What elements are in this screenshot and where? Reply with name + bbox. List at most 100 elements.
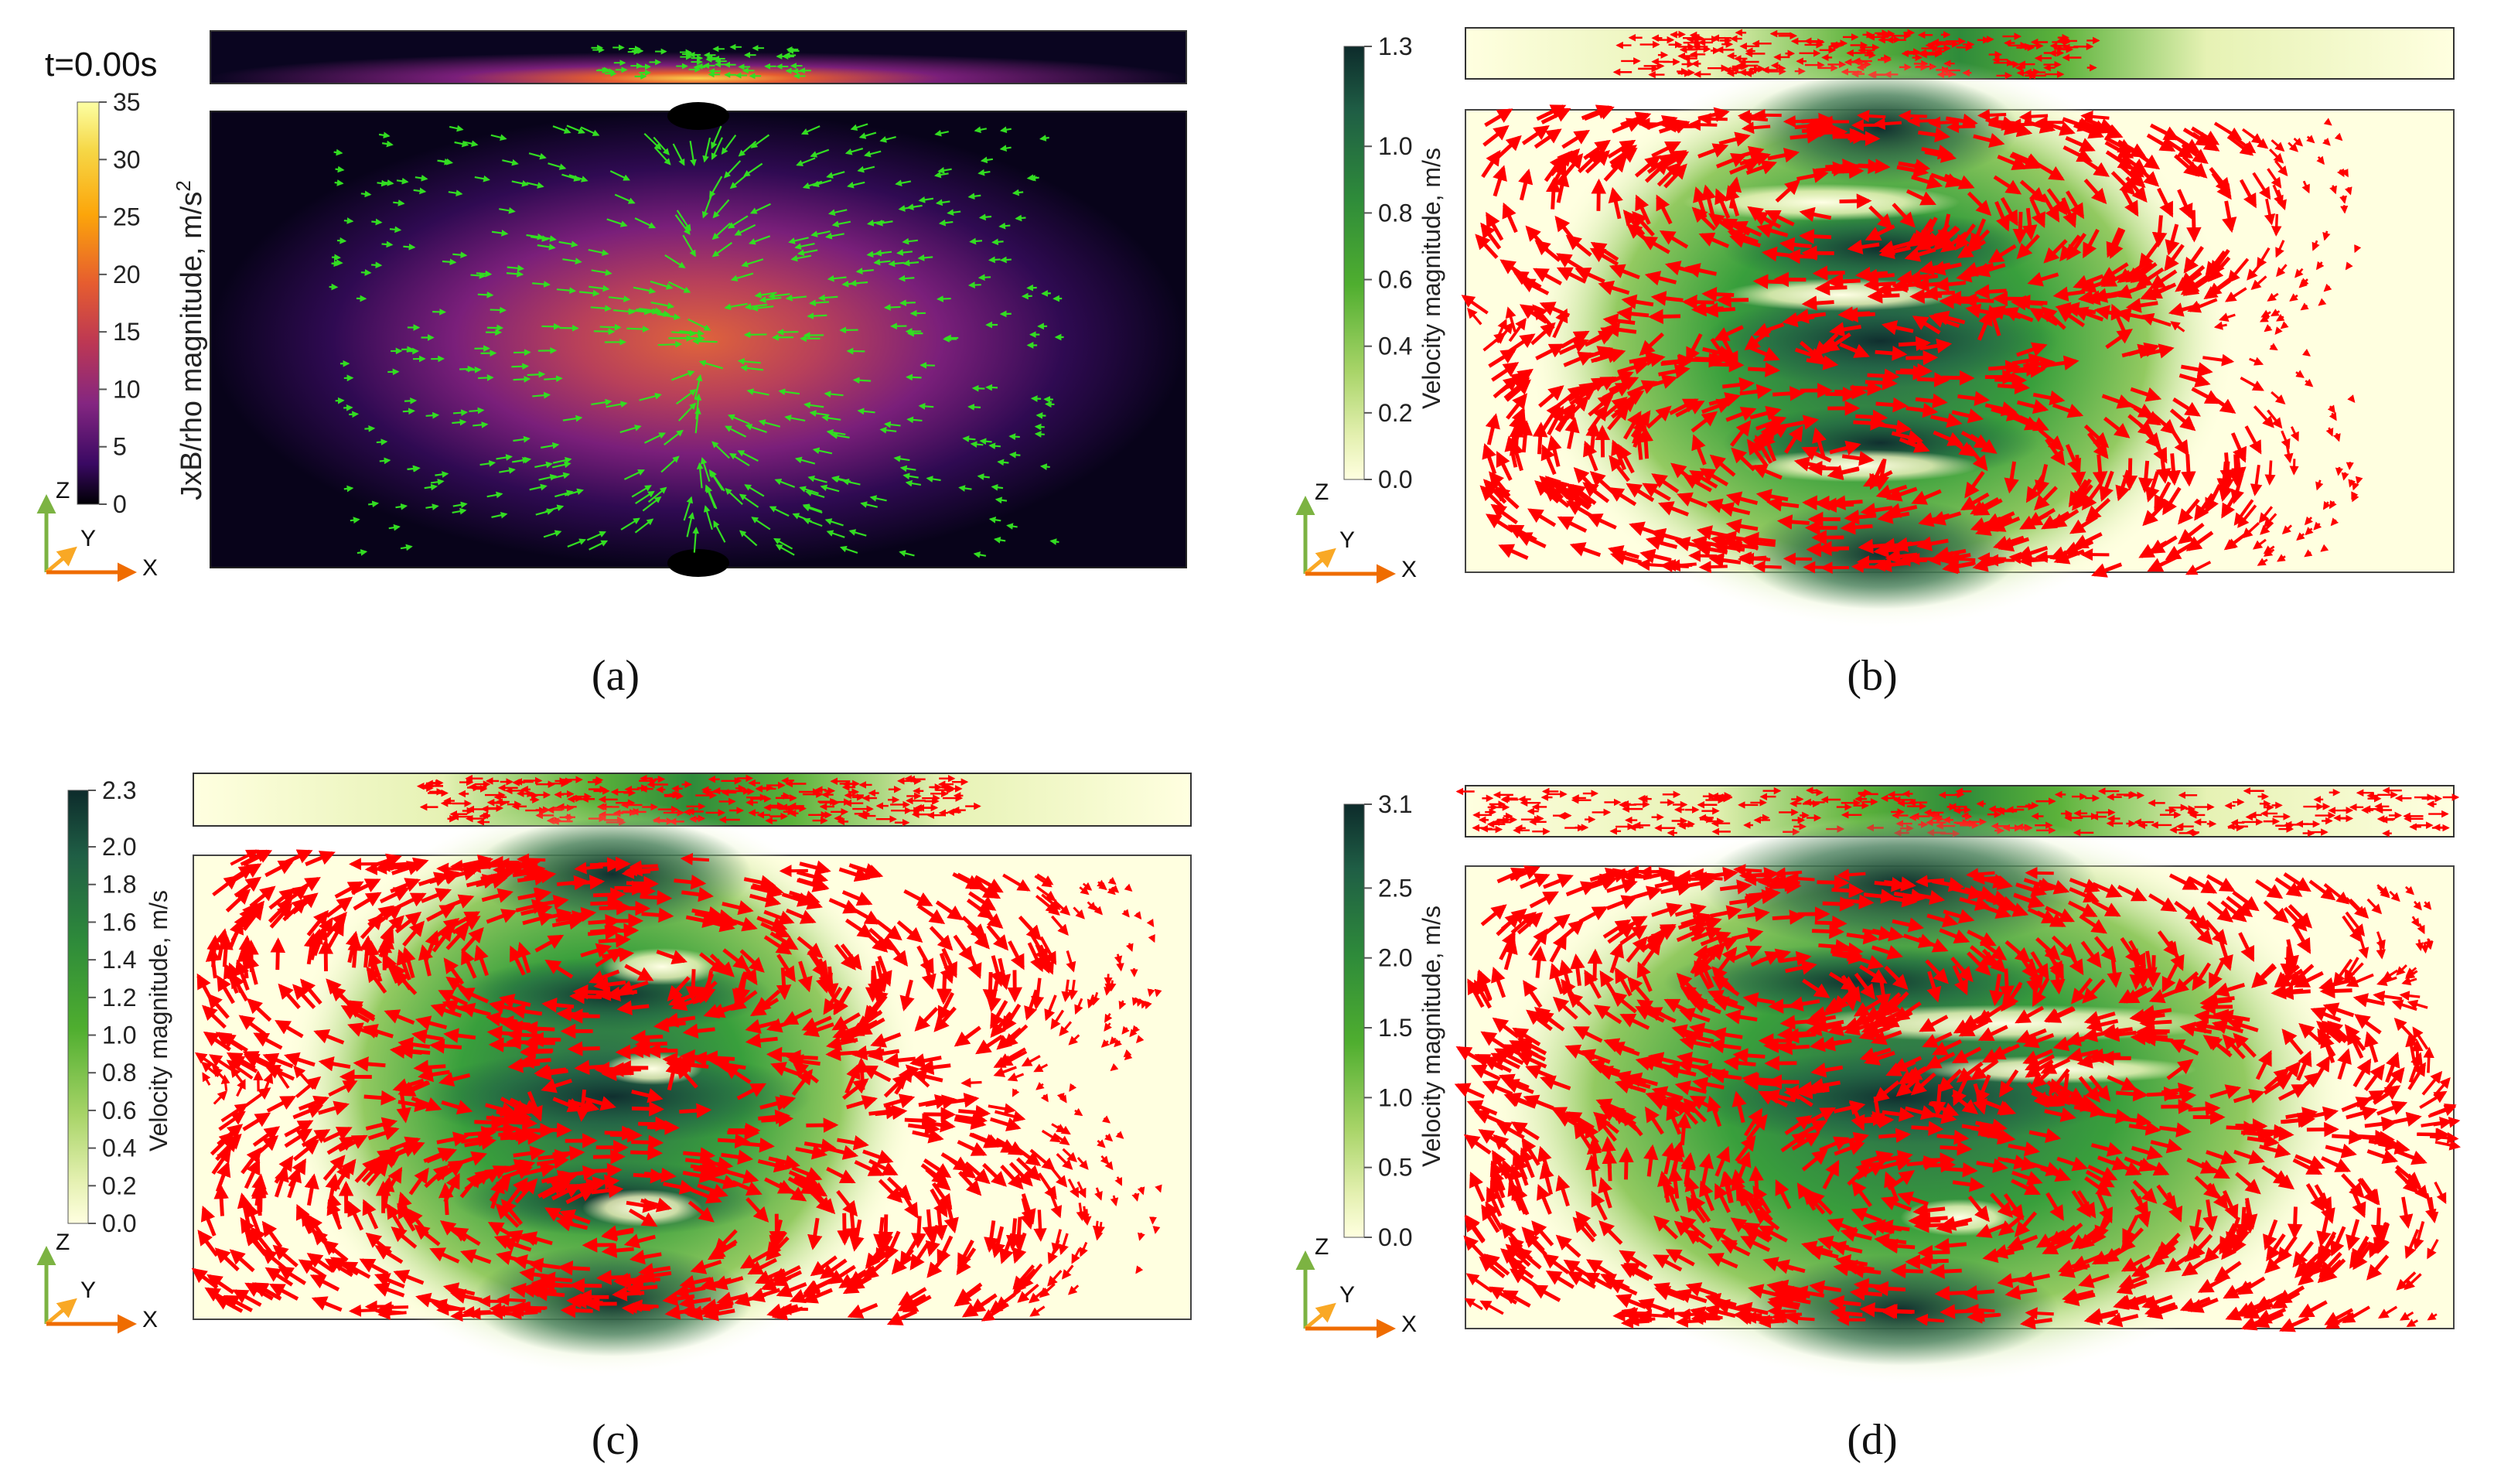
velocity-arrow (1680, 1314, 1707, 1315)
velocity-arrow (1615, 874, 1642, 875)
velocity-arrow (1817, 882, 1847, 883)
velocity-arrow (1923, 1160, 1952, 1161)
velocity-arrow (769, 1054, 799, 1055)
z-axis-label: Z (56, 1230, 70, 1255)
force-arrow (452, 422, 465, 423)
velocity-arrow (543, 1284, 572, 1286)
velocity-arrow (1823, 903, 1852, 904)
colorbar-tick-label: 0.6 (102, 1097, 136, 1124)
velocity-arrow (511, 866, 537, 868)
velocity-arrow (224, 937, 227, 967)
force-arrow (527, 374, 544, 375)
panel-d: 3.12.52.01.51.00.50.0 Velocity magnitude… (1305, 786, 2458, 1464)
force-arrow (476, 273, 491, 274)
velocity-arrow (540, 1130, 569, 1131)
colorbar-tick-label: 2.5 (1378, 874, 1412, 902)
velocity-arrow (1943, 377, 1972, 378)
velocity-arrow (1883, 1311, 1912, 1312)
velocity-arrow (2349, 462, 2350, 469)
colorbar-tick-label: 0.2 (102, 1172, 136, 1199)
force-arrow (334, 263, 342, 264)
velocity-arrow (519, 1307, 545, 1309)
velocity-arrow (2257, 1131, 2286, 1132)
velocity-arrow (2417, 1042, 2418, 1071)
velocity-arrow (380, 1312, 407, 1315)
velocity-arrow (905, 1120, 934, 1121)
velocity-arrow (885, 1214, 886, 1243)
panel-caption: (b) (1847, 652, 1897, 700)
velocity-arrow (1694, 309, 1724, 310)
force-arrow (964, 438, 975, 439)
velocity-arrow (1805, 126, 1831, 127)
velocity-arrow (490, 1032, 520, 1035)
velocity-arrow (2145, 461, 2148, 490)
velocity-arrow (604, 1073, 633, 1074)
force-arrow (1035, 427, 1044, 428)
velocity-arrow (718, 1140, 747, 1141)
velocity-arrow (577, 1066, 606, 1068)
velocity-arrow (543, 1278, 572, 1281)
velocity-arrow (1802, 129, 1831, 131)
velocity-arrow (2142, 1022, 2172, 1023)
axes-triad: ZYX (46, 478, 158, 581)
velocity-arrow (626, 883, 656, 884)
force-arrow (1037, 415, 1046, 416)
velocity-arrow (2006, 969, 2008, 998)
force-arrow (658, 344, 681, 345)
velocity-arrow (401, 1050, 430, 1052)
velocity-arrow (471, 1312, 497, 1314)
velocity-arrow (2099, 455, 2101, 484)
velocity-arrow (1084, 1206, 1086, 1222)
force-arrow (336, 169, 343, 170)
velocity-arrow (1735, 869, 1762, 871)
velocity-arrow (1833, 135, 1862, 136)
axes-triad: ZYX (46, 1230, 158, 1332)
velocity-arrow (1943, 1311, 1972, 1312)
velocity-arrow (1625, 1312, 1651, 1313)
y-axis-label: Y (80, 1278, 96, 1303)
velocity-arrow (2281, 991, 2311, 994)
force-arrow (694, 341, 718, 342)
velocity-arrow (1980, 114, 2006, 115)
velocity-arrow (2424, 943, 2425, 952)
velocity-arrow (1848, 138, 1878, 139)
velocity-arrow (1840, 201, 1869, 202)
velocity-arrow (593, 1157, 623, 1158)
velocity-arrow (1946, 1168, 1975, 1170)
velocity-arrow (1920, 1252, 1950, 1253)
panel-c: 2.32.01.81.61.41.21.00.80.60.40.20.0 Vel… (46, 773, 1191, 1464)
velocity-arrow (1937, 1136, 1967, 1138)
velocity-arrow (618, 908, 647, 909)
velocity-arrow (357, 1063, 386, 1066)
colorbar-tick-label: 0.0 (102, 1209, 136, 1237)
velocity-arrow (1096, 1221, 1097, 1233)
colorbar-tick-label: 1.4 (102, 946, 136, 974)
velocity-arrow (1701, 119, 1728, 120)
velocity-arrow (1858, 273, 1888, 275)
velocity-arrow (1516, 425, 1517, 455)
velocity-arrow (1918, 1319, 1944, 1321)
velocity-arrow (638, 1049, 667, 1050)
colorbar-tick-label: 0.8 (1378, 199, 1412, 227)
velocity-arrow (2226, 1127, 2256, 1129)
velocity-arrow (1704, 294, 1734, 295)
velocity-arrow (2344, 205, 2345, 212)
velocity-arrow (1949, 127, 1975, 128)
velocity-arrow (258, 1186, 260, 1216)
y-axis-arrow (1305, 1305, 1333, 1329)
velocity-arrow (492, 1045, 521, 1046)
force-arrow (1001, 260, 1012, 261)
force-arrow (344, 220, 353, 221)
velocity-arrow (1885, 1245, 1915, 1247)
colorbar-tick-label: 0.4 (102, 1134, 136, 1162)
y-axis-label: Y (80, 526, 96, 551)
colorbar-tick-label: 2.0 (102, 833, 136, 861)
colorbar-tick-label: 1.8 (102, 871, 136, 899)
velocity-arrow (1783, 1022, 1813, 1024)
velocity-arrow (1761, 880, 1787, 882)
force-arrow (600, 327, 620, 328)
force-arrow (745, 334, 767, 335)
velocity-arrow (1974, 878, 2001, 879)
velocity-arrow (1937, 1292, 1967, 1294)
